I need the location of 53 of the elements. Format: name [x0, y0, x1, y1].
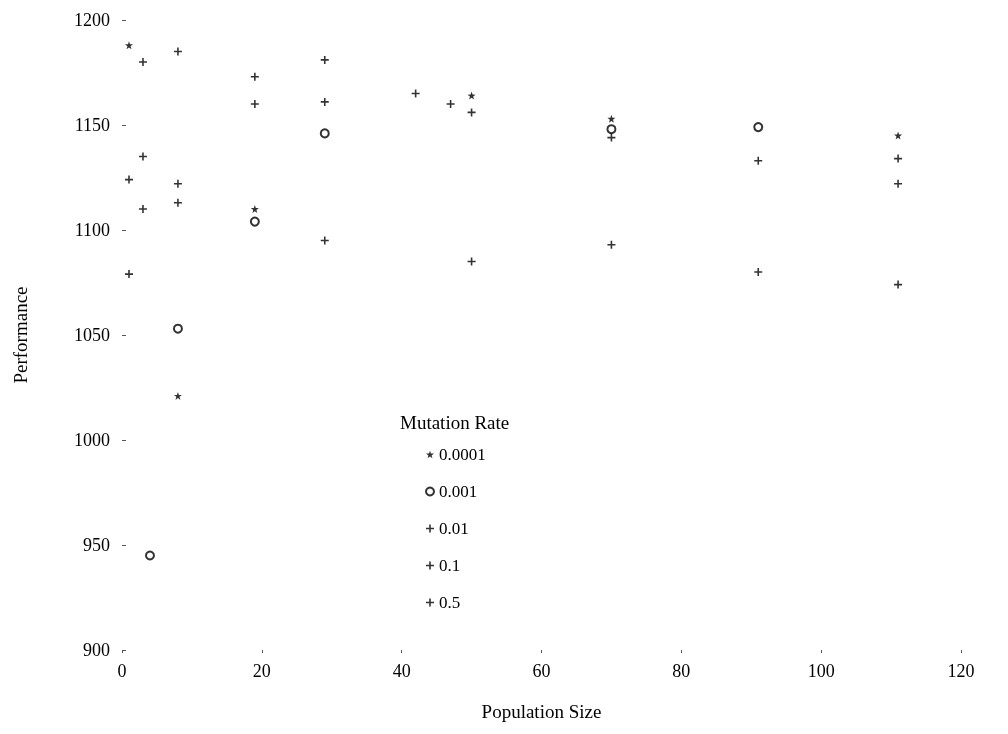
point	[320, 97, 329, 106]
point	[607, 114, 616, 123]
legend-label: 0.5	[439, 593, 461, 612]
point	[754, 156, 763, 165]
point	[606, 124, 617, 135]
y-tick-label: 1000	[74, 430, 110, 450]
y-tick-label: 950	[83, 535, 110, 555]
y-tick-label: 1200	[74, 10, 110, 30]
x-tick-label: 40	[392, 661, 411, 681]
legend-label: 0.01	[439, 519, 469, 538]
legend-title: Mutation Rate	[400, 412, 510, 433]
point	[250, 100, 259, 108]
point	[172, 323, 183, 334]
point	[124, 270, 133, 279]
point	[124, 41, 133, 50]
point	[320, 236, 329, 245]
y-tick-label: 1100	[74, 220, 110, 240]
legend-label: 0.0001	[439, 445, 486, 464]
x-tick-label: 20	[252, 661, 271, 681]
y-tick-label: 1150	[74, 115, 110, 135]
point	[144, 550, 155, 561]
point	[138, 152, 147, 161]
point	[320, 55, 329, 64]
x-tick-label: 60	[532, 661, 551, 681]
point	[319, 128, 330, 139]
point	[607, 240, 616, 249]
point	[173, 47, 182, 56]
point	[249, 216, 260, 227]
point	[250, 205, 259, 213]
point	[138, 58, 147, 66]
point	[138, 205, 147, 213]
x-tick-label: 100	[807, 661, 835, 681]
point	[173, 179, 182, 188]
point	[446, 100, 455, 108]
point	[173, 198, 182, 207]
legend-label: 0.1	[439, 556, 461, 575]
point	[753, 122, 764, 133]
point	[894, 154, 903, 163]
point	[894, 131, 903, 140]
y-tick-label: 1050	[74, 325, 110, 345]
y-axis-title: Performance	[10, 286, 31, 384]
x-tick-label: 0	[117, 661, 127, 681]
point	[754, 268, 763, 276]
x-tick-label: 120	[947, 661, 975, 681]
y-tick-label: 900	[83, 640, 110, 660]
point	[124, 175, 133, 184]
x-tick-label: 80	[672, 661, 691, 681]
point	[894, 280, 903, 289]
x-axis-title: Population Size	[481, 701, 602, 722]
legend-label: 0.001	[439, 482, 478, 501]
point	[894, 179, 903, 188]
point	[173, 391, 182, 400]
point	[250, 72, 259, 81]
